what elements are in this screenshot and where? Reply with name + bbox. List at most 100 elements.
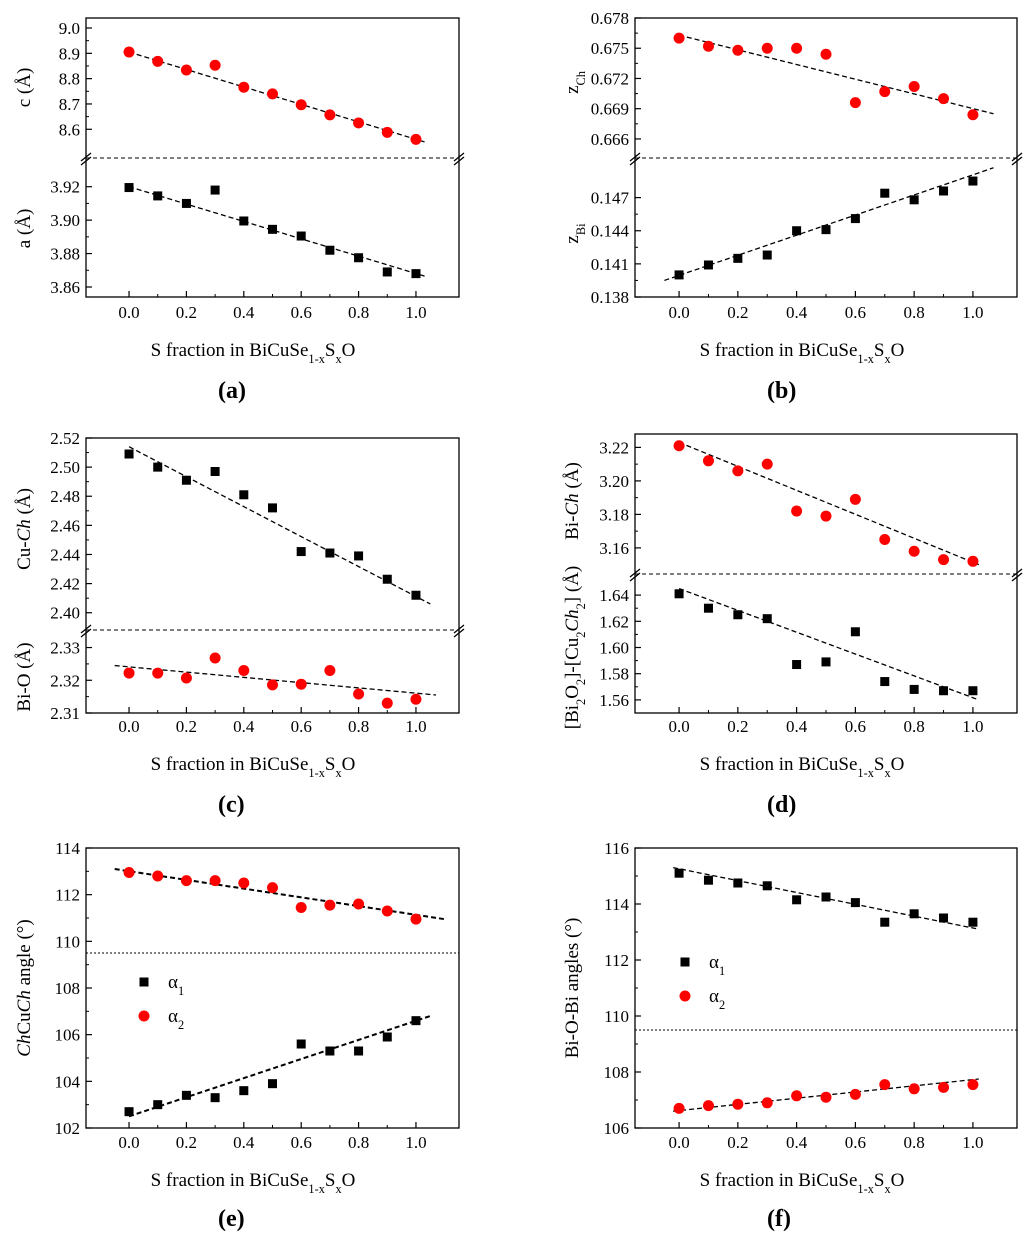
- panel-label-e: (e): [218, 1206, 245, 1232]
- data-point: [908, 81, 920, 93]
- x-tick-label: 0.6: [291, 1133, 312, 1152]
- data-point: [239, 216, 249, 226]
- y-tick-label: 8.8: [59, 70, 80, 89]
- data-point: [821, 657, 831, 667]
- data-point: [180, 875, 192, 887]
- y-tick-label: 1.58: [599, 665, 629, 684]
- data-point: [382, 267, 392, 277]
- data-point: [210, 185, 220, 195]
- y-axis-label: ChCuCh angle (°): [14, 919, 35, 1056]
- x-tick-label: 0.2: [727, 717, 748, 736]
- data-point: [324, 664, 336, 676]
- data-point: [153, 191, 163, 201]
- data-point: [850, 627, 860, 637]
- y-tick-label: 3.20: [599, 472, 629, 491]
- x-tick-label: 1.0: [962, 303, 983, 322]
- data-point: [181, 1090, 191, 1100]
- data-point: [968, 176, 978, 186]
- y-tick-label: 2.32: [50, 671, 80, 690]
- x-tick-label: 1.0: [962, 717, 983, 736]
- data-point: [908, 1083, 920, 1095]
- data-point: [732, 1098, 744, 1110]
- y-axis-label: Bi-O (Å): [14, 642, 35, 711]
- y-tick-label: 3.86: [50, 278, 80, 297]
- x-tick-label: 0.8: [348, 303, 369, 322]
- chart-panel-b: 0.0 0.2 0.4 0.6 0.8 1.0 S fraction in BiCuSe1-…: [562, 9, 1023, 366]
- data-point: [209, 875, 221, 887]
- linear-fit-line: [114, 868, 445, 921]
- axis-break-mark: [1011, 152, 1023, 162]
- y-tick-label: 0.678: [591, 9, 629, 28]
- x-tick-label: 0.0: [118, 303, 139, 322]
- axis-break-mark: [80, 156, 92, 166]
- data-point: [939, 186, 949, 196]
- data-point: [702, 1100, 714, 1112]
- chart-panel-a: 0.0 0.2 0.4 0.6 0.8 1.0 S fraction in BiCuSe1-…: [14, 17, 465, 366]
- y-tick-label: 116: [604, 839, 629, 858]
- x-axis-label: S fraction in BiCuSe1-xSxO: [700, 340, 905, 366]
- legend-label: α1: [168, 972, 184, 998]
- data-point: [267, 679, 278, 691]
- y-tick-label: 110: [604, 1007, 629, 1026]
- data-point: [325, 1046, 335, 1056]
- y-tick-label: 1.56: [599, 691, 629, 710]
- data-point: [761, 42, 773, 54]
- data-point: [153, 462, 163, 472]
- data-point: [792, 226, 802, 236]
- x-tick-label: 0.4: [233, 1133, 255, 1152]
- x-tick-label: 1.0: [405, 1133, 426, 1152]
- x-tick-label: 1.0: [962, 1133, 983, 1152]
- y-axis-label: [Bi2O2]-[Cu2Ch2] (Å): [562, 566, 588, 730]
- x-tick-label: 0.4: [233, 303, 255, 322]
- data-point: [673, 1102, 685, 1114]
- data-point: [674, 270, 684, 280]
- data-point: [411, 1016, 421, 1026]
- panel-label-c: (c): [218, 792, 245, 818]
- legend-label: α2: [709, 986, 725, 1012]
- data-point: [353, 117, 365, 129]
- panel-label-f: (f): [767, 1206, 791, 1232]
- legend-marker: [679, 990, 691, 1002]
- data-point: [124, 449, 134, 459]
- data-point: [909, 909, 919, 919]
- axis-break-mark: [80, 628, 92, 638]
- data-point: [268, 503, 277, 513]
- data-point: [820, 1091, 832, 1103]
- data-point: [238, 81, 250, 93]
- data-point: [703, 875, 713, 885]
- y-tick-label: 9.0: [59, 19, 80, 38]
- data-point: [124, 183, 134, 193]
- data-point: [295, 99, 307, 111]
- y-tick-label: 110: [55, 932, 80, 951]
- data-point: [968, 917, 978, 927]
- y-tick-label: 0.672: [591, 69, 629, 88]
- x-tick-label: 0.8: [904, 303, 925, 322]
- data-point: [325, 245, 335, 255]
- data-point: [296, 1039, 306, 1049]
- data-point: [210, 1093, 220, 1103]
- y-tick-label: 8.6: [59, 120, 80, 139]
- axis-break-mark: [1011, 572, 1023, 582]
- y-tick-label: 2.40: [50, 604, 80, 623]
- x-tick-label: 0.0: [668, 303, 689, 322]
- x-tick-label: 0.0: [118, 717, 139, 736]
- y-tick-label: 0.144: [591, 222, 630, 241]
- data-point: [702, 40, 714, 52]
- y-axis-label: c (Å): [14, 68, 35, 108]
- plot-frame: [634, 847, 1018, 1129]
- panel-label-d: (d): [767, 792, 797, 818]
- data-point: [909, 684, 919, 694]
- data-point: [153, 1100, 163, 1110]
- chart-panel-e: 0.0 0.2 0.4 0.6 0.8 1.0 S fraction in BiCuSe1-…: [14, 839, 460, 1196]
- x-tick-label: 0.6: [845, 717, 866, 736]
- data-point: [879, 86, 891, 98]
- x-tick-label: 0.8: [904, 717, 925, 736]
- data-point: [354, 551, 364, 561]
- x-tick-label: 0.8: [348, 1133, 369, 1152]
- data-point: [381, 697, 393, 709]
- y-tick-label: 104: [55, 1072, 81, 1091]
- data-point: [674, 589, 684, 599]
- data-point: [324, 109, 336, 121]
- y-axis-label: Bi-Ch (Å): [562, 462, 583, 540]
- y-tick-label: 2.50: [50, 458, 80, 477]
